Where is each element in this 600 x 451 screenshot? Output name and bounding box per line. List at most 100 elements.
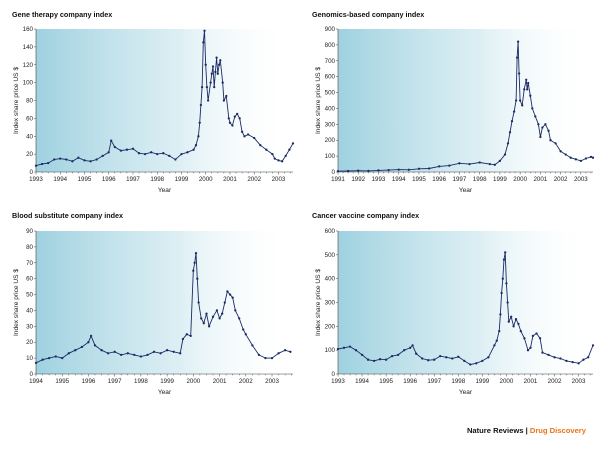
cancer-data-point <box>523 337 526 340</box>
cancer-data-point <box>529 346 532 349</box>
journal-section: Drug Discovery <box>529 426 586 435</box>
blood-data-point <box>197 301 200 304</box>
cancer-data-point <box>526 349 530 352</box>
gene-data-point <box>253 136 256 140</box>
gene-data-point <box>236 112 239 116</box>
cancer-data-point <box>553 356 556 359</box>
cancer-data-point <box>336 347 340 351</box>
genomics-x-tick-label: 1997 <box>453 176 467 183</box>
genomics-y-tick-label: 200 <box>325 137 336 144</box>
genomics-data-point <box>438 165 441 168</box>
gene-data-point <box>162 152 165 155</box>
gene-y-tick-label: 160 <box>23 26 34 33</box>
blood-data-point <box>257 353 261 357</box>
blood-data-point <box>133 353 136 357</box>
cancer-data-point <box>499 313 502 316</box>
blood-data-point <box>179 352 182 355</box>
genomics-x-tick-label: 1992 <box>351 176 365 183</box>
gene-y-tick-label: 20 <box>26 151 33 158</box>
cancer-y-axis-label: Index share price US $ <box>315 269 322 336</box>
genomics-data-point <box>591 156 595 159</box>
genomics-data-point <box>531 107 534 110</box>
genomics-data-point <box>468 162 471 166</box>
genomics-data-point <box>514 99 518 102</box>
blood-x-tick-label: 1995 <box>55 378 69 385</box>
gene-data-point <box>219 59 222 62</box>
gene-data-point <box>110 139 113 142</box>
gene-data-point <box>213 85 216 89</box>
cancer-data-point <box>500 291 503 295</box>
blood-x-tick-label: 1999 <box>160 378 174 385</box>
cancer-y-tick-label: 100 <box>325 347 336 354</box>
gene-data-point <box>137 152 141 155</box>
cancer-x-tick-label: 1997 <box>427 378 441 385</box>
genomics-data-point <box>488 162 491 166</box>
genomics-y-tick-label: 300 <box>325 121 336 128</box>
blood-data-point <box>205 312 208 315</box>
gene-data-point <box>243 135 246 138</box>
blood-x-tick-label: 2002 <box>239 378 253 385</box>
cancer-data-point <box>501 277 504 280</box>
cancer-plot-area <box>338 231 593 374</box>
cancer-data-point <box>502 258 506 261</box>
blood-data-point <box>80 345 84 349</box>
gene-x-tick-label: 1993 <box>29 176 43 183</box>
genomics-data-point <box>537 123 540 126</box>
genomics-data-point <box>336 170 340 173</box>
gene-y-tick-label: 80 <box>26 98 33 105</box>
blood-data-point <box>47 356 51 360</box>
cancer-title: Cancer vaccine company index <box>312 211 419 220</box>
genomics-x-tick-label: 1996 <box>432 176 446 183</box>
gene-data-point <box>71 160 74 163</box>
genomics-y-tick-label: 400 <box>325 105 336 112</box>
blood-data-point <box>234 309 237 312</box>
genomics-x-tick-label: 1998 <box>473 176 487 183</box>
gene-data-point <box>233 115 236 118</box>
cancer-x-tick-label: 1996 <box>403 378 417 385</box>
genomics-data-point <box>529 94 532 97</box>
blood-data-point <box>120 353 123 357</box>
genomics-data-point <box>541 126 544 129</box>
gene-data-point <box>246 133 250 136</box>
gene-chart: Gene therapy company index 0 20 40 60 80 100 12… <box>12 10 295 194</box>
cancer-data-point <box>481 359 484 363</box>
genomics-data-point <box>448 164 451 167</box>
genomics-data-point <box>554 142 557 145</box>
cancer-chart: Cancer vaccine company index 0 100 200 300 40… <box>312 211 595 396</box>
blood-chart: Blood substitute company index 0 10 20 30 40 5… <box>12 211 293 396</box>
cancer-data-point <box>372 359 376 363</box>
gene-data-point <box>199 103 203 107</box>
blood-data-point <box>100 349 103 352</box>
gene-data-point <box>240 130 244 133</box>
genomics-x-tick-label: 1995 <box>412 176 426 183</box>
blood-data-point <box>113 350 116 353</box>
blood-data-point <box>211 315 215 318</box>
genomics-y-tick-label: 100 <box>325 153 336 160</box>
blood-data-point <box>34 361 38 365</box>
gene-data-point <box>40 162 44 166</box>
blood-data-point <box>189 334 192 338</box>
genomics-data-point <box>579 159 583 163</box>
cancer-data-point <box>451 357 454 360</box>
cancer-data-point <box>396 353 400 357</box>
gene-y-tick-label: 0 <box>30 169 34 176</box>
cancer-data-point <box>487 356 490 359</box>
genomics-y-tick-label: 500 <box>325 90 336 97</box>
blood-data-point <box>181 337 185 341</box>
gene-data-point <box>238 117 241 120</box>
gene-data-point <box>210 72 213 75</box>
gene-data-point <box>205 85 209 89</box>
blood-y-tick-label: 20 <box>26 339 33 346</box>
genomics-data-point <box>515 56 519 59</box>
genomics-x-tick-label: 1994 <box>392 176 406 183</box>
genomics-data-point <box>544 123 547 126</box>
blood-data-point <box>172 350 175 353</box>
cancer-x-tick-label: 2003 <box>572 378 586 385</box>
cancer-data-point <box>411 344 414 347</box>
gene-data-point <box>204 63 207 66</box>
genomics-data-point <box>526 88 529 91</box>
gene-data-point <box>200 85 204 89</box>
blood-data-point <box>93 344 97 347</box>
blood-data-point <box>277 352 280 355</box>
cancer-x-tick-label: 1999 <box>475 378 489 385</box>
